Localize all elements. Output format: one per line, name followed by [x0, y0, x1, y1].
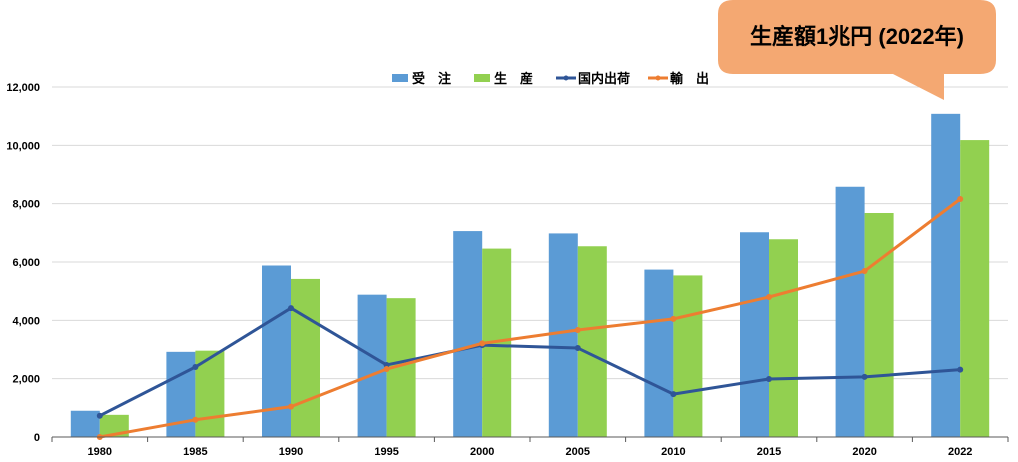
- point-export: [383, 366, 390, 373]
- x-tick-label: 1990: [279, 446, 303, 458]
- bar-production: [291, 278, 320, 437]
- point-export: [670, 315, 677, 322]
- point-domestic: [957, 366, 964, 373]
- legend-label: 受 注: [412, 71, 451, 86]
- point-domestic: [96, 412, 103, 419]
- legend-label: 生 産: [494, 71, 533, 86]
- bar-production: [769, 239, 798, 437]
- legend-marker: [563, 75, 569, 81]
- legend: 受 注 生 産 国内出荷 輸 出: [392, 71, 709, 86]
- point-domestic: [574, 345, 581, 352]
- y-tick-label: 2,000: [12, 374, 40, 386]
- bar-production: [99, 414, 129, 437]
- x-tick-label: 2005: [566, 446, 590, 458]
- legend-swatch: [392, 74, 408, 82]
- point-export: [192, 416, 199, 423]
- callout-annotation: 生産額1兆円 (2022年): [718, 0, 996, 100]
- bar-orders: [740, 232, 769, 437]
- bar-production: [673, 275, 703, 437]
- lines: [96, 196, 964, 440]
- point-export: [574, 326, 581, 333]
- y-tick-label: 0: [34, 432, 40, 444]
- point-domestic: [670, 391, 677, 398]
- bar-orders: [70, 410, 100, 437]
- point-export: [766, 294, 772, 300]
- bar-production: [864, 213, 894, 437]
- x-tick-label: 1995: [374, 446, 398, 458]
- y-tick-label: 4,000: [12, 315, 40, 327]
- bar-orders: [453, 231, 483, 437]
- bar-orders: [931, 113, 961, 437]
- legend-label: 国内出荷: [578, 71, 630, 86]
- bar-production: [960, 140, 990, 438]
- legend-swatch: [474, 74, 490, 82]
- x-tick-label: 1985: [183, 446, 207, 458]
- point-domestic: [766, 375, 772, 382]
- bar-orders: [357, 294, 387, 437]
- callout-bubble: [718, 0, 996, 100]
- bar-orders: [548, 233, 578, 437]
- y-tick-label: 12,000: [6, 82, 40, 94]
- x-tick-label: 2000: [470, 446, 494, 458]
- x-tick-label: 1980: [88, 446, 112, 458]
- x-tick-label: 2015: [757, 446, 781, 458]
- point-export: [288, 403, 294, 410]
- y-tick-label: 10,000: [6, 140, 40, 152]
- x-tick-label: 2022: [948, 446, 972, 458]
- legend-marker: [655, 75, 661, 81]
- point-domestic: [192, 364, 199, 370]
- bar-production: [577, 246, 607, 437]
- bar-orders: [835, 186, 865, 437]
- y-tick-label: 8,000: [12, 199, 40, 211]
- axes: 0 2,000 4,000 6,000 8,000 10,000 12,000 1980 198…: [6, 82, 1009, 458]
- line-export: [99, 197, 962, 439]
- point-export: [957, 196, 964, 202]
- x-tick-label: 2020: [852, 446, 876, 458]
- callout-text: 生産額1兆円 (2022年): [750, 24, 964, 49]
- point-export: [479, 340, 486, 347]
- y-tick-label: 6,000: [12, 257, 40, 269]
- point-export: [861, 268, 868, 275]
- legend-label: 輸 出: [670, 71, 709, 86]
- point-domestic: [861, 373, 868, 380]
- line-domestic: [99, 306, 961, 418]
- point-domestic: [288, 305, 294, 312]
- x-tick-label: 2010: [661, 446, 685, 458]
- bar-orders: [644, 269, 674, 437]
